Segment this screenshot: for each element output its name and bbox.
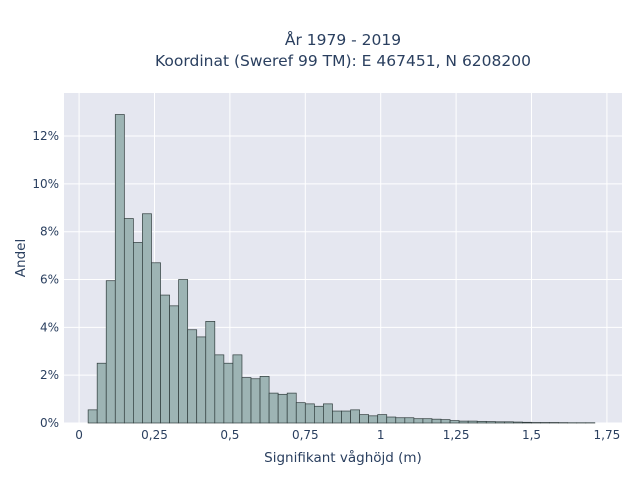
histogram-bar: [142, 213, 152, 424]
histogram-bar: [304, 403, 315, 424]
histogram-bar: [413, 418, 424, 424]
histogram-bar: [359, 414, 369, 424]
x-tick-label: 1,75: [594, 428, 621, 442]
histogram-bar: [377, 414, 388, 424]
histogram-bar: [458, 420, 469, 424]
x-tick-label: 0,5: [220, 428, 239, 442]
histogram-bar: [232, 354, 243, 424]
x-axis-label: Signifikant våghöjd (m): [264, 449, 422, 466]
histogram-bar: [268, 392, 279, 424]
histogram-bar: [449, 420, 460, 424]
x-tick-label: 0,25: [141, 428, 168, 442]
histogram-bar: [151, 262, 161, 424]
histogram-bar: [160, 294, 170, 424]
histogram-bar: [368, 415, 379, 424]
histogram-bar: [87, 409, 98, 424]
x-axis-ticks: 0 0,25 0,5 0,75 1 1,25 1,5 1,75: [75, 428, 620, 442]
y-tick-label: 12%: [32, 129, 59, 143]
histogram-bar: [241, 377, 252, 424]
chart-subtitle: Koordinat (Sweref 99 TM): E 467451, N 62…: [155, 52, 531, 70]
histogram-bar: [286, 392, 297, 424]
histogram-bar: [178, 279, 189, 424]
x-tick-label: 1: [377, 428, 385, 442]
histogram-bar: [467, 420, 478, 424]
histogram-bar: [440, 419, 451, 424]
histogram-bar: [114, 114, 125, 424]
x-tick-label: 0: [75, 428, 83, 442]
histogram-bar: [494, 421, 505, 424]
histogram-bar: [485, 421, 496, 424]
histogram-bar: [513, 421, 523, 424]
histogram-bar: [522, 421, 532, 424]
histogram-bar: [431, 418, 442, 424]
histogram-bar: [96, 362, 107, 424]
y-tick-label: 10%: [32, 177, 59, 191]
y-tick-label: 4%: [40, 320, 59, 334]
histogram-bar: [105, 280, 116, 424]
histogram-bar: [314, 405, 324, 424]
y-tick-label: 6%: [40, 273, 59, 287]
y-tick-label: 8%: [40, 225, 59, 239]
histogram-bar: [323, 403, 333, 424]
histogram-bar: [259, 376, 270, 424]
histogram-bar: [395, 417, 406, 424]
histogram-bar: [223, 362, 234, 424]
histogram-bar: [350, 409, 360, 424]
x-tick-label: 1,25: [443, 428, 470, 442]
histogram-bar: [133, 242, 143, 424]
histogram-bar: [404, 417, 415, 424]
y-axis-label: Andel: [13, 239, 29, 277]
histogram-bar: [123, 218, 134, 424]
histogram-bar: [277, 393, 288, 424]
chart-title: År 1979 - 2019: [285, 30, 401, 49]
histogram-bar: [169, 305, 179, 424]
y-tick-label: 0%: [40, 416, 59, 430]
histogram-bar: [422, 418, 433, 424]
histogram-bar: [295, 402, 306, 424]
histogram-bar: [214, 354, 225, 424]
y-tick-label: 2%: [40, 368, 59, 382]
x-tick-label: 1,5: [522, 428, 541, 442]
histogram-bar: [504, 421, 514, 424]
histogram-bar: [187, 329, 198, 424]
histogram-bar: [250, 378, 261, 424]
histogram-bar: [332, 410, 342, 424]
histogram-bar: [205, 321, 216, 424]
histogram-bar: [476, 420, 487, 424]
histogram-bar: [386, 416, 397, 424]
histogram-bars: [87, 114, 596, 424]
y-axis-ticks: 0% 2% 4% 6% 8% 10% 12%: [32, 129, 59, 430]
histogram-bar: [196, 336, 207, 424]
x-tick-label: 0,75: [292, 428, 319, 442]
histogram-bar: [341, 410, 351, 424]
